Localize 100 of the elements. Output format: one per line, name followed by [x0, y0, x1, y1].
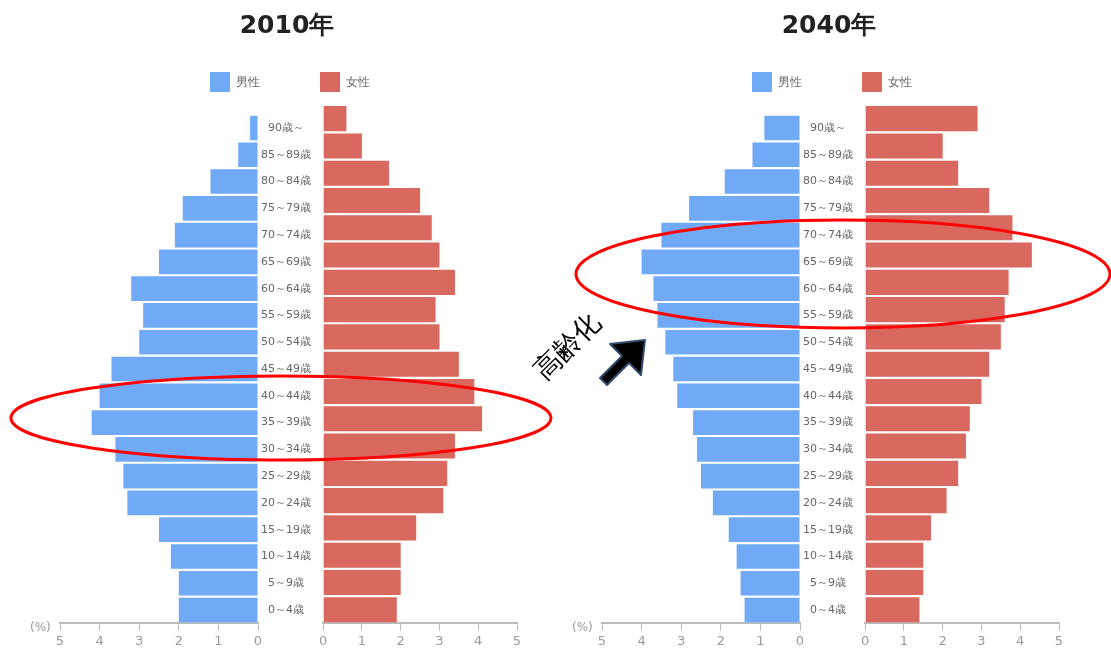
- bar: [323, 106, 347, 132]
- x-tick-label: 4: [637, 632, 646, 648]
- bar: [865, 324, 1001, 350]
- bar: [182, 196, 258, 221]
- y-tick-label: 45～49歳: [261, 361, 311, 375]
- x-tick-label: 1: [357, 632, 367, 648]
- bar: [323, 215, 432, 241]
- bar: [764, 115, 800, 141]
- y-tick-label: 5～9歳: [810, 576, 846, 590]
- bar: [323, 324, 440, 350]
- y-tick-label: 30～34歳: [803, 442, 853, 456]
- bar: [174, 222, 258, 248]
- bar: [323, 542, 401, 568]
- bar: [210, 169, 258, 194]
- bar: [865, 187, 990, 214]
- y-tick-label: 10～14歳: [803, 549, 853, 563]
- bar: [697, 437, 800, 462]
- bar: [323, 597, 397, 623]
- bar: [159, 249, 258, 275]
- bar: [865, 269, 1009, 295]
- chart-title: 2010年: [238, 9, 336, 41]
- y-tick-label: 75～79歳: [803, 201, 853, 215]
- bar: [865, 515, 932, 541]
- y-tick-label: 35～39歳: [803, 415, 853, 429]
- bar: [323, 460, 448, 486]
- bar: [865, 242, 1032, 268]
- bar: [865, 433, 966, 459]
- bar: [170, 544, 258, 569]
- chart-title: 2040年: [780, 9, 878, 41]
- bar: [123, 463, 258, 489]
- x-tick-label: 1: [899, 632, 909, 648]
- bar: [131, 276, 258, 301]
- bar: [143, 303, 258, 328]
- x-tick-label: 0: [795, 632, 805, 648]
- y-tick-label: 25～29歳: [803, 468, 853, 482]
- bar: [665, 329, 800, 355]
- bar: [712, 490, 800, 516]
- y-tick-label: 20～24歳: [803, 495, 853, 509]
- x-tick-label: 2: [174, 632, 183, 648]
- bar: [865, 133, 943, 159]
- bar: [865, 160, 959, 186]
- y-tick-label: 55～59歳: [803, 308, 853, 322]
- bar: [653, 276, 800, 301]
- bar: [127, 490, 258, 516]
- y-tick-label: 0～4歳: [268, 602, 304, 616]
- y-tick-label: 10～14歳: [261, 549, 311, 563]
- y-tick-label: 70～74歳: [803, 227, 853, 241]
- y-tick-label: 90歳～: [810, 120, 846, 134]
- y-tick-label: 55～59歳: [261, 308, 311, 322]
- bar: [323, 160, 390, 186]
- y-tick-label: 5～9歳: [268, 576, 304, 590]
- bar: [865, 597, 920, 623]
- x-tick-label: 0: [318, 632, 328, 648]
- x-tick-label: 3: [135, 632, 144, 648]
- bar: [323, 242, 440, 268]
- bar: [865, 406, 970, 432]
- bar: [736, 544, 800, 569]
- bar: [661, 222, 800, 248]
- legend-label: 女性: [888, 73, 912, 91]
- y-tick-label: 50～54歳: [803, 335, 853, 349]
- y-tick-label: 85～89歳: [803, 147, 853, 161]
- x-axis-title: (%): [30, 620, 51, 634]
- x-tick-label: 1: [756, 632, 765, 648]
- x-tick-label: 2: [396, 632, 405, 648]
- y-tick-label: 60～64歳: [261, 281, 311, 295]
- bar: [701, 463, 800, 489]
- y-tick-label: 50～54歳: [261, 335, 311, 349]
- x-tick-label: 2: [716, 632, 725, 648]
- bar: [865, 488, 947, 514]
- bar: [323, 488, 444, 514]
- bar: [752, 142, 800, 168]
- bar: [323, 133, 362, 159]
- bar: [323, 351, 459, 377]
- x-tick-label: 4: [95, 632, 104, 648]
- x-axis-title: (%): [572, 620, 593, 634]
- bar: [865, 542, 924, 568]
- legend-label: 男性: [778, 73, 802, 91]
- bar: [139, 329, 258, 355]
- bar: [865, 569, 924, 596]
- y-tick-label: 35～39歳: [261, 415, 311, 429]
- bar: [323, 187, 421, 214]
- bar: [689, 196, 800, 221]
- y-tick-label: 45～49歳: [803, 361, 853, 375]
- x-tick-label: 3: [677, 632, 686, 648]
- y-tick-label: 65～69歳: [261, 254, 311, 268]
- bar: [728, 517, 800, 542]
- x-tick-label: 5: [597, 632, 607, 648]
- x-tick-label: 4: [1016, 632, 1025, 648]
- x-tick-label: 3: [435, 632, 444, 648]
- bar: [323, 378, 475, 405]
- annotation: 高齢化: [526, 305, 608, 388]
- y-tick-label: 70～74歳: [261, 227, 311, 241]
- bar: [250, 115, 258, 141]
- bar: [865, 351, 990, 377]
- x-tick-label: 5: [1054, 632, 1064, 648]
- bar: [865, 460, 959, 486]
- y-tick-label: 90歳～: [268, 120, 304, 134]
- x-tick-label: 2: [938, 632, 947, 648]
- y-tick-label: 65～69歳: [803, 254, 853, 268]
- x-tick-label: 4: [474, 632, 483, 648]
